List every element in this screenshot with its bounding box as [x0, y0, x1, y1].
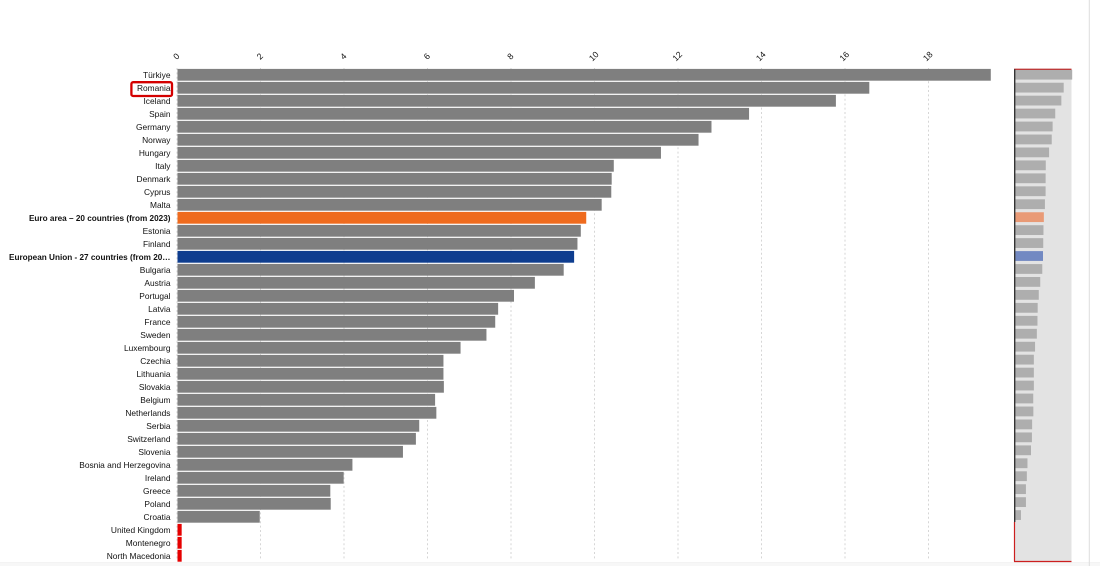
svg-text:Romania: Romania — [137, 83, 171, 93]
svg-text:Slovenia: Slovenia — [138, 447, 170, 457]
svg-text:Italy: Italy — [155, 161, 171, 171]
svg-text:Türkiye: Türkiye — [143, 70, 171, 80]
svg-text:6: 6 — [422, 51, 433, 62]
svg-text:Malta: Malta — [150, 200, 171, 210]
svg-text:Bulgaria: Bulgaria — [140, 265, 171, 275]
svg-text:Latvia: Latvia — [148, 304, 171, 314]
svg-text:Portugal: Portugal — [139, 291, 170, 301]
svg-text:Estonia: Estonia — [143, 226, 171, 236]
svg-text:Czechia: Czechia — [140, 356, 171, 366]
svg-text:Ireland: Ireland — [145, 473, 171, 483]
svg-text:0: 0 — [171, 51, 182, 62]
svg-text:Hungary: Hungary — [139, 148, 171, 158]
svg-text:8: 8 — [505, 51, 516, 62]
svg-text:Netherlands: Netherlands — [125, 408, 170, 418]
svg-text:Luxembourg: Luxembourg — [124, 343, 171, 353]
svg-text:Finland: Finland — [143, 239, 171, 249]
svg-text:Croatia: Croatia — [144, 512, 171, 522]
svg-text:Euro area – 20 countries (from: Euro area – 20 countries (from 2023) — [29, 214, 171, 223]
svg-text:Bosnia and Herzegovina: Bosnia and Herzegovina — [79, 460, 171, 470]
svg-text:Iceland: Iceland — [143, 96, 170, 106]
svg-text:2: 2 — [255, 51, 266, 62]
svg-text:United Kingdom: United Kingdom — [111, 525, 171, 535]
svg-text:Sweden: Sweden — [140, 330, 171, 340]
svg-text:Poland: Poland — [144, 499, 170, 509]
svg-text:Germany: Germany — [136, 122, 171, 132]
svg-text:European Union - 27 countries: European Union - 27 countries (from 20… — [9, 253, 171, 262]
svg-text:France: France — [144, 317, 170, 327]
svg-text:Montenegro: Montenegro — [126, 538, 171, 548]
svg-text:Austria: Austria — [144, 278, 170, 288]
svg-text:Lithuania: Lithuania — [137, 369, 171, 379]
svg-text:North Macedonia: North Macedonia — [107, 551, 171, 561]
svg-text:Serbia: Serbia — [146, 421, 171, 431]
svg-text:4: 4 — [338, 51, 349, 62]
svg-text:Belgium: Belgium — [140, 395, 170, 405]
svg-text:Denmark: Denmark — [137, 174, 172, 184]
svg-text:Norway: Norway — [142, 135, 171, 145]
svg-text:Slovakia: Slovakia — [139, 382, 171, 392]
svg-text:Cyprus: Cyprus — [144, 187, 171, 197]
svg-text:Greece: Greece — [143, 486, 171, 496]
svg-text:Switzerland: Switzerland — [127, 434, 171, 444]
svg-text:Spain: Spain — [149, 109, 171, 119]
